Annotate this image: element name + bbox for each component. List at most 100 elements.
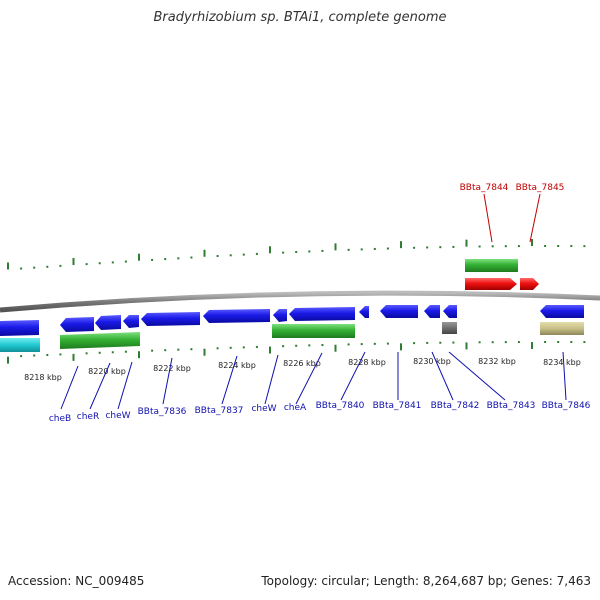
minor-tick — [570, 341, 573, 344]
gene-bbta-7837[interactable] — [203, 309, 270, 323]
scale-tick-label: 8230 kbp — [413, 357, 451, 366]
minor-tick — [360, 343, 363, 346]
minor-tick — [426, 246, 429, 249]
minor-tick — [282, 345, 285, 348]
major-tick — [269, 246, 271, 254]
minor-tick — [321, 249, 324, 252]
major-tick — [269, 346, 271, 354]
minor-tick — [282, 251, 285, 254]
minor-tick — [491, 245, 494, 248]
bottom-gene-labels: cheB cheR cheW BBta_7836 BBta_7837 cheW … — [49, 401, 591, 424]
gene-bbta-7844[interactable] — [465, 278, 517, 290]
gene-label[interactable]: BBta_7846 — [542, 401, 591, 411]
major-tick — [72, 353, 75, 361]
minor-tick — [439, 341, 442, 344]
bottom-leader-lines — [60, 351, 567, 410]
rna-feature-top — [465, 259, 518, 272]
minor-tick — [20, 355, 23, 358]
minor-tick — [544, 341, 547, 344]
gene-label[interactable]: BBta_7843 — [487, 401, 536, 411]
gene-bbta-7842[interactable] — [424, 305, 440, 318]
scale-tick-label: 8222 kbp — [153, 364, 191, 373]
minor-tick — [308, 250, 311, 253]
minor-tick — [504, 245, 507, 248]
gray-feature — [442, 322, 457, 334]
major-tick — [138, 253, 140, 261]
gene-che-a[interactable] — [289, 307, 355, 321]
major-tick — [203, 348, 206, 356]
minor-tick — [46, 265, 49, 268]
minor-tick — [164, 349, 167, 352]
minor-tick — [111, 261, 114, 264]
minor-tick — [216, 255, 219, 258]
gene-label[interactable]: BBta_7844 — [460, 183, 509, 193]
minor-tick — [242, 253, 245, 256]
scale-labels: 8218 kbp 8220 kbp 8222 kbp 8224 kbp 8226… — [24, 357, 581, 382]
gene-label[interactable]: BBta_7841 — [373, 401, 422, 411]
gene-label[interactable]: BBta_7836 — [138, 407, 187, 417]
gene-label[interactable]: cheR — [77, 412, 99, 422]
genome-summary-text: Topology: circular; Length: 8,264,687 bp… — [261, 574, 591, 588]
minor-tick — [20, 267, 23, 270]
minor-tick — [59, 353, 62, 356]
gene-che-b[interactable] — [60, 317, 94, 332]
gene-label[interactable]: BBta_7842 — [431, 401, 480, 411]
minor-tick — [85, 263, 88, 266]
gene-label[interactable]: cheB — [49, 414, 71, 424]
scale-tick-label: 8220 kbp — [88, 367, 126, 376]
minor-tick — [583, 245, 586, 248]
gene-che-w-2[interactable] — [273, 309, 287, 322]
minor-tick — [190, 256, 193, 259]
minor-tick — [491, 341, 494, 344]
minor-tick — [295, 251, 298, 254]
minor-tick — [164, 258, 167, 261]
minor-tick — [544, 245, 547, 248]
minor-tick — [33, 354, 36, 357]
minor-tick — [46, 353, 49, 356]
gene-label[interactable]: cheW — [105, 411, 130, 421]
gene-bbta-7841[interactable] — [380, 305, 418, 318]
top-features — [465, 259, 539, 290]
minor-tick — [504, 341, 507, 344]
minor-tick — [59, 264, 62, 267]
minor-tick — [373, 247, 376, 250]
minor-tick — [557, 341, 560, 344]
gene-bbta-7846[interactable] — [540, 305, 584, 318]
minor-tick — [124, 350, 127, 353]
major-tick — [531, 239, 533, 247]
minor-tick — [517, 245, 520, 248]
gene-label[interactable]: cheA — [284, 403, 307, 413]
minor-tick — [295, 344, 298, 347]
minor-tick — [111, 351, 114, 354]
gene-label[interactable]: BBta_7837 — [195, 406, 244, 416]
gene-bbta-7840[interactable] — [359, 306, 369, 318]
minor-tick — [557, 245, 560, 248]
gene-bbta-7845[interactable] — [520, 278, 539, 290]
minor-tick — [190, 348, 193, 351]
minor-tick — [426, 341, 429, 344]
teal-feature — [0, 338, 40, 352]
gene-label[interactable]: cheW — [251, 404, 276, 414]
minor-tick — [413, 342, 416, 345]
minor-tick — [478, 245, 481, 248]
major-tick — [7, 356, 9, 364]
scale-tick-label: 8226 kbp — [283, 359, 321, 368]
gene-label[interactable]: BBta_7840 — [316, 401, 365, 411]
gene-left-partial[interactable] — [0, 320, 39, 336]
minor-tick — [151, 349, 154, 352]
genome-backbone — [0, 290, 600, 313]
minor-tick — [452, 341, 455, 344]
major-tick — [72, 257, 75, 265]
minor-tick — [177, 257, 180, 260]
major-tick — [465, 239, 468, 247]
lower-tick-row — [7, 341, 586, 364]
gene-bbta-7843[interactable] — [443, 305, 457, 318]
minor-tick — [478, 341, 481, 344]
gene-label[interactable]: BBta_7845 — [516, 183, 565, 193]
gene-che-w-1[interactable] — [123, 315, 139, 328]
gene-che-r[interactable] — [95, 315, 121, 330]
gene-bbta-7836[interactable] — [141, 312, 200, 326]
minor-tick — [98, 351, 101, 354]
bottom-features — [0, 305, 584, 352]
major-tick — [138, 351, 140, 359]
